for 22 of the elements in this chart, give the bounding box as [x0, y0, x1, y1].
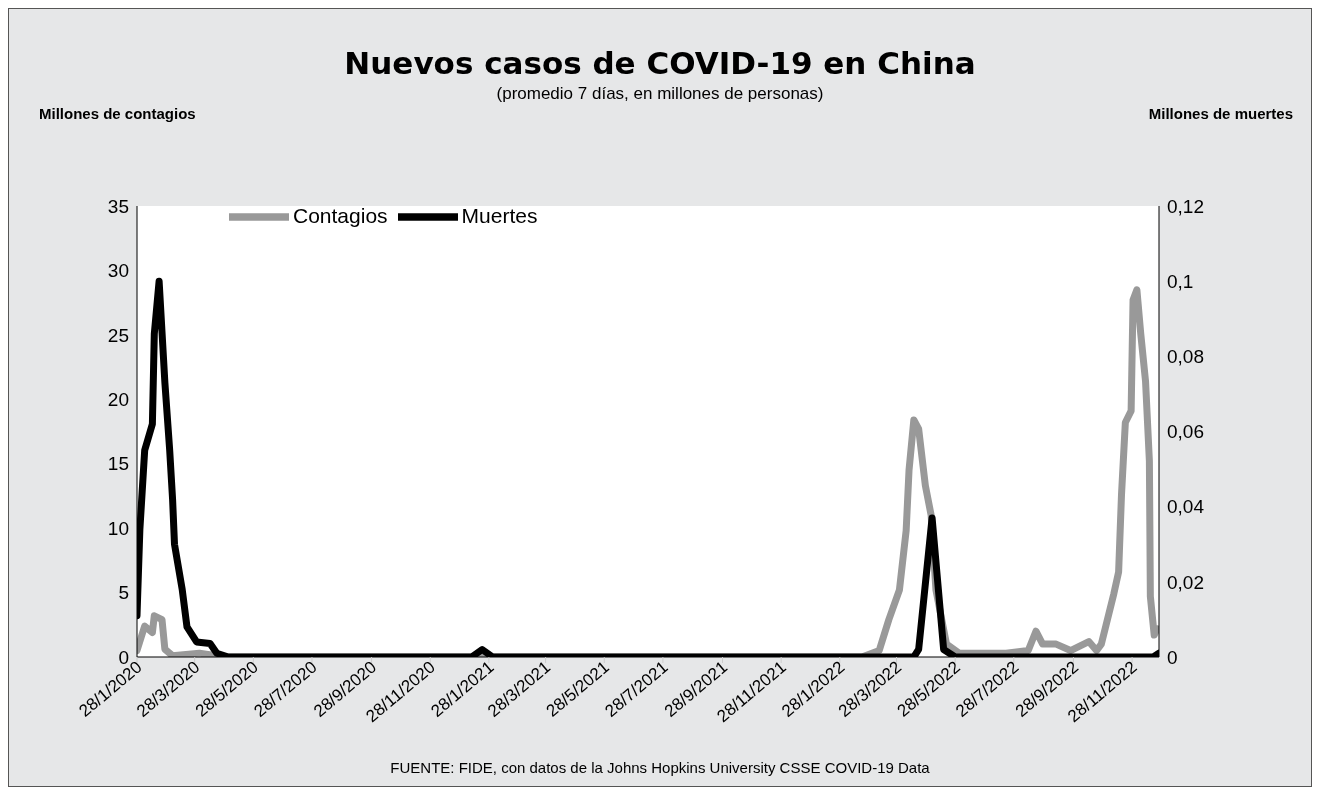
y-tick-label: 5: [118, 582, 129, 604]
legend-label: Contagios: [293, 203, 388, 227]
y-tick-label: 25: [107, 324, 129, 346]
y2-tick-label: 0,12: [1167, 195, 1204, 217]
y2-tick-label: 0: [1167, 646, 1178, 668]
y-tick-label: 0: [118, 646, 129, 668]
y2-tick-label: 0,06: [1167, 421, 1204, 443]
y2-tick-label: 0,1: [1167, 270, 1194, 292]
legend-label: Muertes: [461, 203, 538, 227]
y-tick-label: 30: [107, 260, 129, 282]
y-tick-label: 10: [107, 517, 129, 539]
y-tick-label: 35: [107, 195, 129, 217]
y2-tick-label: 0,04: [1167, 496, 1205, 518]
y2-tick-label: 0,08: [1167, 346, 1204, 368]
y2-tick-label: 0,02: [1167, 571, 1204, 593]
y-tick-label: 15: [107, 453, 129, 475]
y-tick-label: 20: [107, 389, 129, 411]
chart-subtitle: (promedio 7 días, en millones de personas): [495, 84, 825, 104]
y-axis-title: Millones de contagios: [39, 105, 196, 122]
y2-axis-title: Millones de muertes: [1148, 105, 1293, 122]
chart-title: Nuevos casos de COVID-19 en China: [343, 45, 977, 81]
source-note: FUENTE: FIDE, con datos de la Johns Hopkins University CSSE COVID-19 Data: [389, 759, 931, 776]
